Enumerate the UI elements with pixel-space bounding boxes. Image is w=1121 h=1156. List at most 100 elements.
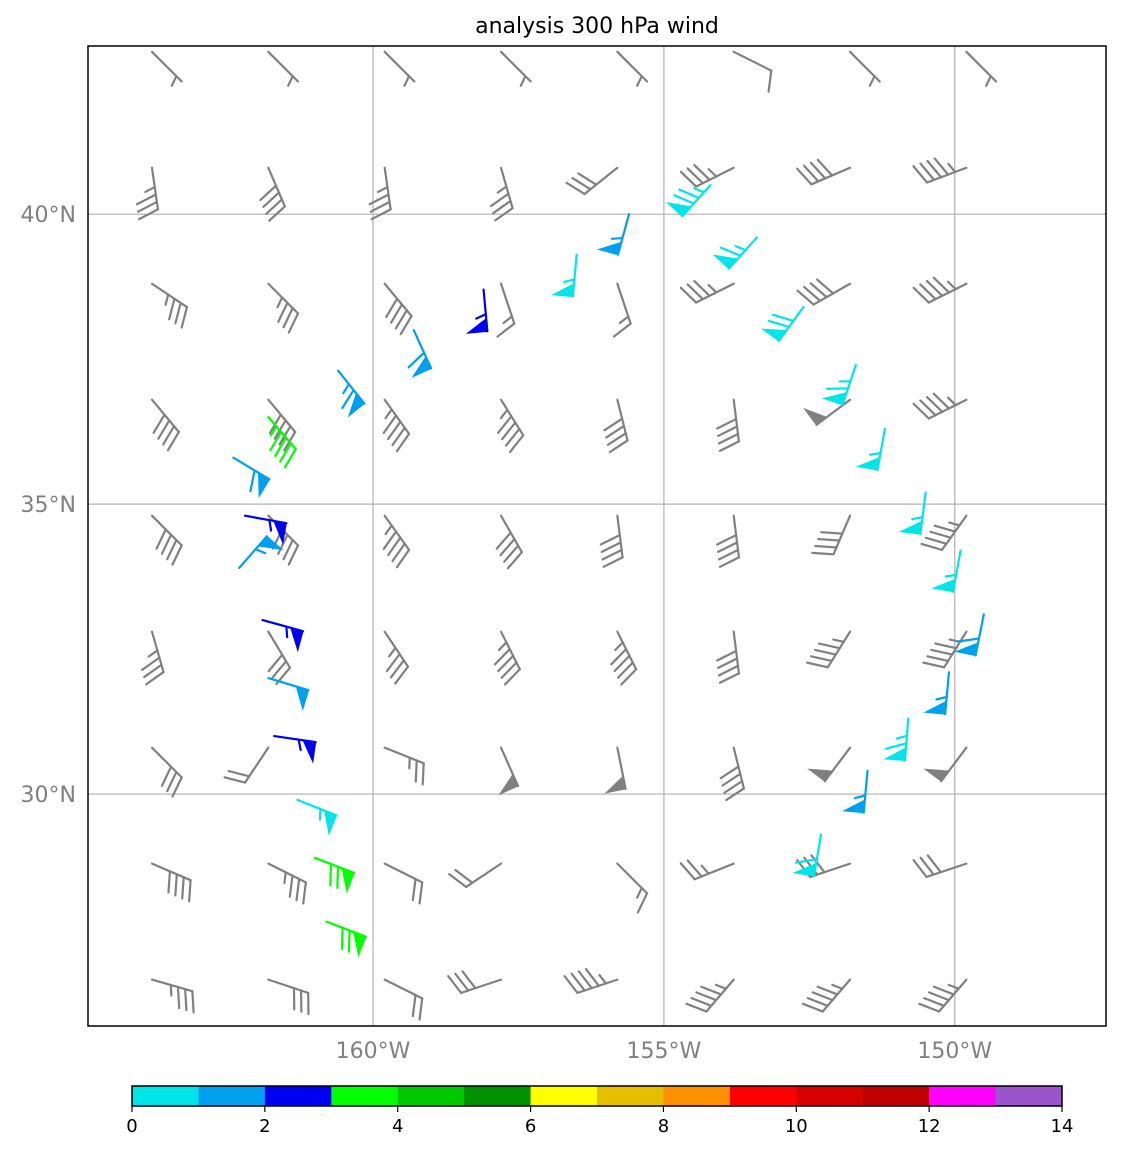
colored-wind-barb <box>712 236 759 270</box>
colored-wind-barb <box>883 717 910 762</box>
background-wind-barb <box>496 282 516 338</box>
colorbar-tick-label: 0 <box>126 1116 137 1137</box>
background-wind-barb <box>267 282 300 334</box>
background-wind-barb <box>383 50 416 87</box>
background-wind-barb <box>912 276 968 304</box>
chart-title: analysis 300 hPa wind <box>475 14 719 39</box>
colorbar-tick-label: 14 <box>1051 1116 1074 1137</box>
colored-wind-barb <box>855 427 887 472</box>
colored-wind-barb <box>407 329 433 378</box>
background-wind-barb <box>912 157 968 184</box>
background-wind-barb <box>383 746 425 786</box>
background-wind-barb <box>912 392 968 420</box>
background-wind-barb <box>267 862 307 905</box>
background-wind-barb <box>150 862 192 903</box>
background-wind-barb <box>368 166 392 221</box>
background-wind-barb <box>616 50 649 87</box>
colored-wind-barb <box>267 676 310 712</box>
colorbar-segment <box>198 1086 266 1106</box>
colorbar-tick-label: 8 <box>658 1116 669 1137</box>
background-wind-barb <box>383 282 413 336</box>
background-wind-barb <box>499 50 532 87</box>
background-wind-barb <box>495 514 523 570</box>
colored-wind-barb <box>465 288 489 334</box>
background-wind-barb <box>807 746 852 783</box>
background-wind-barb <box>382 514 411 569</box>
x-tick-label: 160°W <box>336 1039 411 1064</box>
background-wind-barb <box>732 50 773 93</box>
background-wind-barb <box>497 398 525 453</box>
background-wind-barb <box>493 630 521 686</box>
colorbar-tick-label: 2 <box>259 1116 270 1137</box>
background-wind-barb <box>679 279 735 304</box>
background-wind-barb <box>490 166 514 222</box>
colored-wind-barb <box>954 613 985 657</box>
colored-wind-barb <box>267 416 297 469</box>
background-wind-barb <box>719 746 745 802</box>
colorbar-segment <box>464 1086 532 1106</box>
background-wind-barb <box>716 514 741 568</box>
colorbar-segment <box>862 1086 930 1106</box>
colored-wind-barb <box>273 734 317 764</box>
colorbar-segment <box>729 1086 797 1106</box>
background-wind-barb <box>383 862 424 905</box>
colored-wind-barb <box>898 491 927 536</box>
colored-wind-barb <box>232 456 271 499</box>
colorbar: 0 2 4 6 8 10 12 14 <box>126 1085 1074 1137</box>
background-wind-barb <box>223 746 270 784</box>
background-wind-barb <box>685 978 735 1013</box>
colorbar-segment <box>132 1086 199 1106</box>
colorbar-segment <box>597 1086 664 1106</box>
background-wind-barb <box>599 514 624 568</box>
colorbar-segment <box>796 1086 864 1106</box>
colorbar-segment <box>663 1086 731 1106</box>
background-wind-barb <box>267 630 292 686</box>
colorbar-segment <box>264 1086 332 1106</box>
colorbar-segment <box>995 1086 1063 1106</box>
colorbar-segment <box>530 1086 598 1106</box>
wind-barbs <box>135 50 998 1021</box>
background-wind-barb <box>150 50 183 87</box>
background-wind-barb <box>447 970 503 994</box>
background-wind-barb <box>150 978 195 1014</box>
background-wind-barb <box>382 398 411 453</box>
y-tick-label: 40°N <box>21 203 76 228</box>
colored-wind-barb <box>665 184 712 218</box>
colored-wind-barb <box>261 618 305 653</box>
background-wind-barb <box>616 862 649 914</box>
plot-frame <box>87 45 1107 1027</box>
background-wind-barb <box>803 398 852 427</box>
background-wind-barb <box>920 514 968 551</box>
background-wind-barb <box>610 630 638 686</box>
background-wind-barb <box>563 967 619 994</box>
background-wind-barb <box>383 978 424 1021</box>
background-wind-barb <box>796 158 852 186</box>
background-wind-barb <box>918 978 968 1013</box>
colorbar-segment <box>331 1086 399 1106</box>
y-tick-label: 35°N <box>21 493 76 518</box>
colorbar-tick-label: 6 <box>525 1116 536 1137</box>
colored-wind-barb <box>313 856 356 894</box>
x-tick-label: 150°W <box>917 1039 992 1064</box>
colored-wind-barb <box>821 363 857 406</box>
colorbar-frame <box>131 1085 1063 1107</box>
colorbar-tick-label: 12 <box>918 1116 941 1137</box>
background-wind-barb <box>716 398 741 452</box>
colored-wind-barb <box>243 514 288 545</box>
colored-wind-barb <box>923 671 951 716</box>
background-wind-barb <box>150 746 183 798</box>
background-wind-barb <box>716 630 741 684</box>
background-wind-barb <box>140 630 165 686</box>
background-wind-barb <box>267 978 310 1016</box>
background-wind-barb <box>848 50 881 87</box>
background-wind-barb <box>565 166 619 196</box>
background-wind-barb <box>965 50 998 87</box>
colored-wind-barb <box>296 798 338 836</box>
background-wind-barb <box>267 50 300 87</box>
background-wind-barb <box>923 746 968 783</box>
background-wind-barb <box>801 978 852 1013</box>
colored-wind-barb <box>551 253 578 298</box>
colored-wind-barb <box>325 920 367 958</box>
background-wind-barb <box>679 163 735 188</box>
